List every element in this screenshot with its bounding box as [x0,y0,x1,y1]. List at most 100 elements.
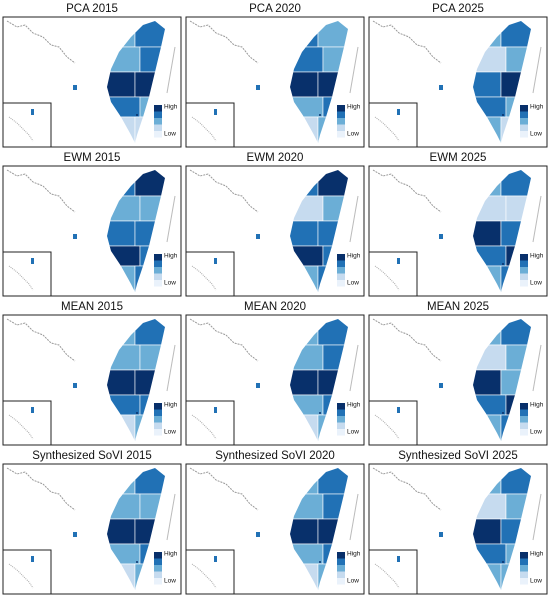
islet [319,561,321,563]
region [107,518,136,545]
legend-swatch [337,429,345,436]
legend-low: Low [164,578,176,585]
legend-high: High [347,253,361,260]
island-line [532,46,542,94]
legend-swatch [154,105,162,112]
legend-low: Low [530,429,542,436]
legend-swatch [337,558,345,565]
inset-frame [368,102,418,148]
inset-frame [185,251,235,297]
penghu [73,383,77,388]
legend-swatch [337,105,345,112]
panel-title: EWM 2025 [430,152,487,164]
legend-low: Low [347,578,359,585]
legend-swatch [154,254,162,261]
inset-island [31,407,34,413]
map-panel: High Low [185,314,365,446]
legend-swatch [154,403,162,410]
legend-low: Low [530,578,542,585]
map-panel: High Low [185,463,365,595]
panel-title: EWM 2020 [247,152,304,164]
inset-coast [374,563,400,589]
mainland-coast [6,169,76,213]
mainland-coast [189,20,259,64]
inset-coast [374,265,400,291]
legend-swatch [154,131,162,138]
legend-swatch [154,273,162,280]
inset-island [31,556,34,562]
inset-frame [185,102,235,148]
islet [136,263,138,265]
legend-swatch [337,124,345,131]
panel-title: PCA 2015 [66,3,118,15]
islet [136,412,138,414]
inset-frame [368,549,418,595]
legend-swatch [520,254,528,261]
legend-high: High [164,402,178,409]
map-panel: High Low [2,165,182,297]
penghu [73,532,77,537]
legend-high: High [347,551,361,558]
islet [319,412,321,414]
legend-high: High [164,551,178,558]
legend-swatch [154,267,162,274]
inset-coast [374,414,400,440]
inset-frame [185,549,235,595]
island-line [166,46,176,94]
mainland-coast [372,169,442,213]
legend-swatch [520,273,528,280]
legend-swatch [520,558,528,565]
inset-island [214,556,217,562]
region [290,220,319,247]
legend-swatch [337,422,345,429]
legend-swatch [337,409,345,416]
inset-coast [191,414,217,440]
legend-swatch [154,429,162,436]
legend-swatch [520,118,528,125]
inset-frame [2,549,52,595]
legend-swatch [520,578,528,585]
legend-swatch [337,273,345,280]
penghu [73,85,77,90]
legend-swatch [154,118,162,125]
legend-swatch [520,552,528,559]
inset-coast [191,116,217,142]
panel-title: EWM 2015 [64,152,121,164]
legend-high: High [530,551,544,558]
island-line [166,195,176,243]
island-line [349,344,359,392]
legend-high: High [530,402,544,409]
island-line [349,46,359,94]
legend-swatch [520,105,528,112]
panel-title: Synthesized SoVI 2015 [32,450,152,462]
island-line [166,493,176,541]
island-line [532,344,542,392]
panel-title: PCA 2020 [249,3,301,15]
legend-high: High [530,253,544,260]
islet [502,114,504,116]
map-panel: High Low [368,165,548,297]
map-panel: High Low [185,16,365,148]
inset-island [397,407,400,413]
legend-swatch [337,118,345,125]
mainland-coast [189,318,259,362]
legend-swatch [337,403,345,410]
region [107,220,136,247]
legend-high: High [164,104,178,111]
legend-high: High [164,253,178,260]
region [473,369,502,396]
legend-swatch [337,552,345,559]
mainland-coast [6,20,76,64]
inset-island [214,109,217,115]
legend-swatch [520,267,528,274]
panel-title: MEAN 2015 [61,301,123,313]
legend-swatch [520,422,528,429]
inset-frame [185,400,235,446]
penghu [256,383,260,388]
mainland-coast [6,318,76,362]
inset-coast [8,414,34,440]
legend-swatch [337,111,345,118]
legend-swatch [154,565,162,572]
legend-swatch [520,565,528,572]
legend-low: Low [164,280,176,287]
